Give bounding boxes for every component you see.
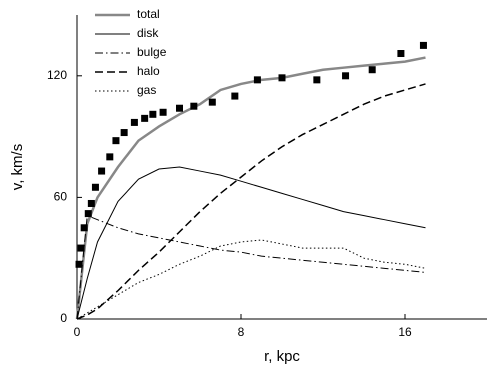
legend-label: halo [137, 64, 160, 78]
data-point [98, 167, 106, 175]
data-point [84, 210, 92, 218]
data-point [77, 244, 85, 252]
data-point [208, 98, 216, 106]
x-axis-label: r, kpc [264, 348, 300, 365]
x-tick-label: 0 [74, 325, 81, 339]
data-point [190, 102, 198, 110]
data-point [313, 76, 321, 84]
data-point [176, 104, 183, 112]
data-point [397, 50, 405, 58]
y-tick-label: 0 [60, 311, 67, 325]
x-tick-label: 16 [398, 325, 412, 339]
y-axis-label: v, km/s [9, 144, 26, 190]
series-line [76, 83, 426, 320]
data-point [91, 183, 99, 191]
data-point [112, 137, 120, 145]
data-point [278, 74, 286, 82]
data-point [120, 129, 128, 137]
data-point [141, 114, 149, 122]
data-point [231, 92, 239, 100]
data-point [75, 260, 83, 268]
data-point [149, 110, 157, 118]
data-point [80, 224, 88, 232]
legend-label: disk [137, 26, 159, 40]
y-tick-label: 120 [47, 68, 67, 82]
data-point [368, 66, 376, 74]
data-point [253, 76, 261, 84]
data-point [159, 108, 167, 116]
data-point [342, 72, 350, 80]
series-line [76, 214, 426, 320]
data-point [106, 153, 114, 161]
y-tick-label: 60 [54, 190, 68, 204]
legend-label: gas [137, 83, 156, 97]
x-tick-label: 8 [238, 325, 245, 339]
series-line [76, 166, 426, 320]
data-point [87, 199, 95, 207]
series-line [75, 56, 426, 320]
series-line [76, 239, 426, 320]
legend-label: bulge [137, 45, 167, 59]
data-point [419, 41, 427, 49]
legend-label: total [137, 7, 160, 21]
data-point [130, 118, 138, 126]
